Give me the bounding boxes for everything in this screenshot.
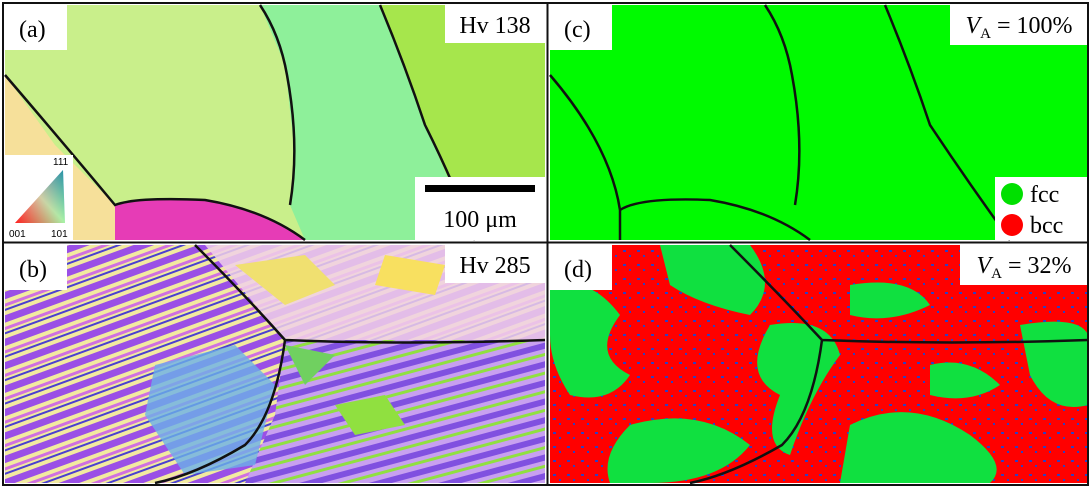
ipf-label: 111 [53, 157, 69, 168]
ipf-label: 001 [9, 229, 26, 240]
ipf-label: 101 [51, 229, 68, 240]
panel-label: (a) [19, 17, 46, 43]
scale-bar [425, 185, 535, 192]
subscript: A [980, 26, 991, 42]
scale-bar-label: 100 μm [443, 207, 517, 233]
hardness: Hv 285 [459, 253, 530, 279]
figure: (a) Hv 138 111 001 101 100 μm (b) Hv 285… [0, 0, 1090, 488]
legend-swatch [1001, 214, 1023, 236]
value: = 100% [991, 13, 1073, 39]
value: = 32% [1002, 253, 1072, 279]
subscript: A [991, 266, 1002, 282]
panel-label: (d) [564, 257, 592, 283]
hardness: Hv 138 [459, 13, 530, 39]
legend-label: fcc [1030, 182, 1059, 208]
panel-label: (c) [564, 17, 591, 43]
panel-a: (a) Hv 138 111 001 101 100 μm [5, 5, 545, 240]
legend-swatch [1001, 183, 1023, 205]
legend-label: bcc [1030, 213, 1063, 239]
volume-fraction: VA = 32% [976, 253, 1071, 282]
panel-c: (c) VA = 100% fcc bcc [550, 5, 1088, 240]
panel-d: (d) VA = 32% [550, 245, 1088, 483]
panel-label: (b) [19, 257, 47, 283]
panel-b: (b) Hv 285 [5, 245, 545, 483]
